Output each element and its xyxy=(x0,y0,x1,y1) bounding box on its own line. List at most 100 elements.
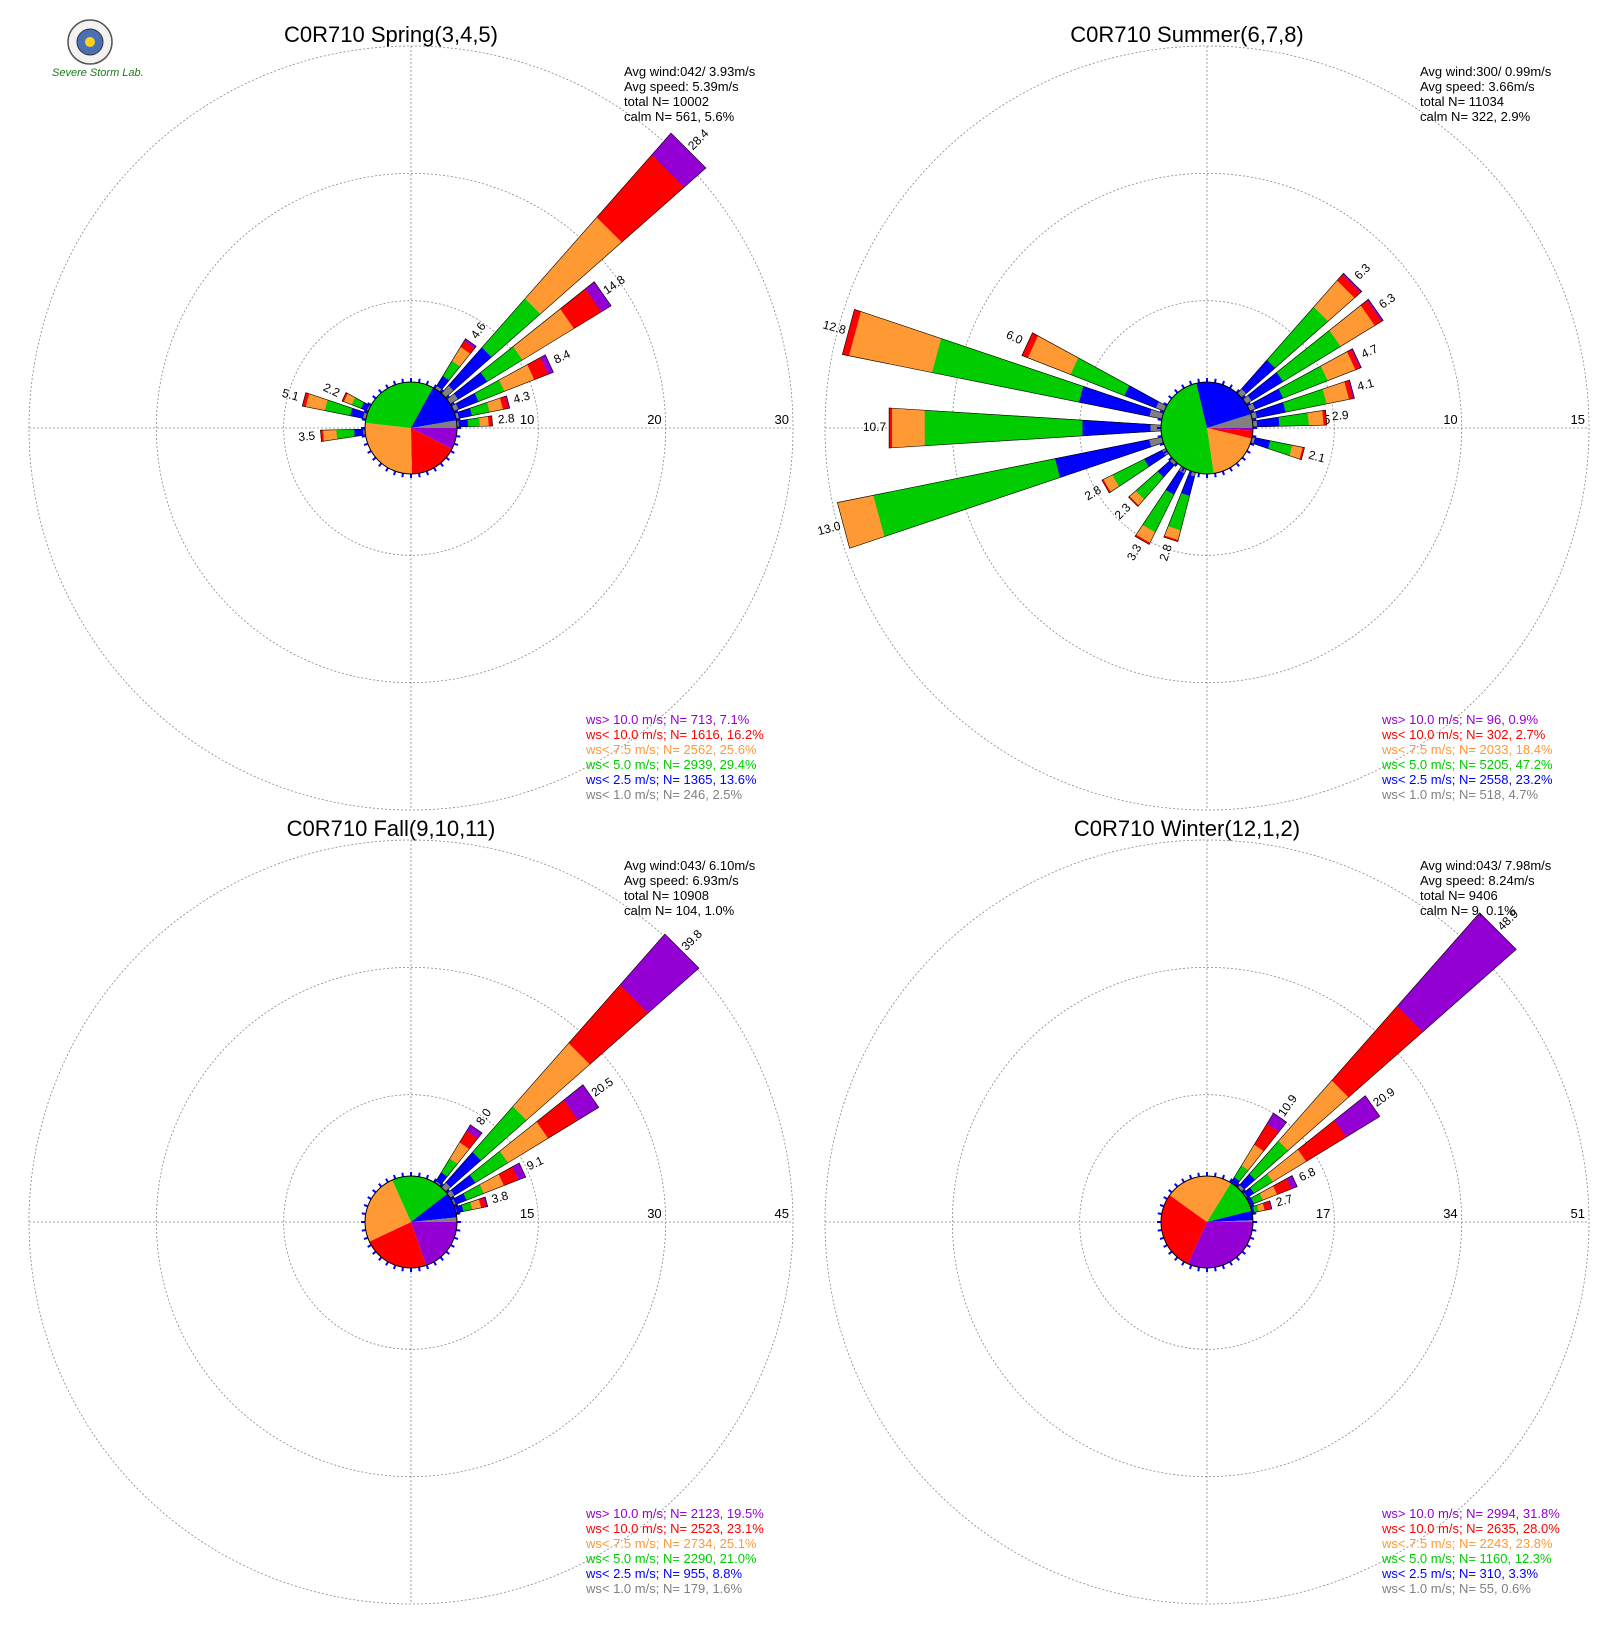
centre-tick xyxy=(439,462,444,467)
centre-tick xyxy=(1181,384,1185,389)
centre-tick xyxy=(433,1261,437,1266)
ring-label: 15 xyxy=(1571,412,1585,427)
centre-tick xyxy=(1168,395,1173,400)
centre-tick xyxy=(418,1172,421,1177)
centre-tick xyxy=(445,395,450,400)
stats-line: Avg speed: 8.24m/s xyxy=(1420,873,1535,888)
centre-tick xyxy=(1168,1250,1173,1255)
windrose-panel-3: 15 30 45 39.8 20.5 8.0 9.1 3.8 C0R710 Fall(9,10,… xyxy=(28,816,794,1605)
centre-tick xyxy=(1246,1196,1251,1200)
petal-label: 10.9 xyxy=(1275,1092,1300,1119)
centre-tick xyxy=(401,473,404,478)
centre-tick xyxy=(1163,450,1168,454)
centre-pie-outline xyxy=(364,381,458,475)
petal-label: 6.3 xyxy=(1376,290,1398,311)
centre-tick xyxy=(363,409,369,414)
centre-tick xyxy=(1157,418,1162,421)
stats-line: Avg speed: 3.66m/s xyxy=(1420,79,1535,94)
centre-pie-slice xyxy=(1207,428,1252,474)
lab-logo-text: Severe Storm Lab. xyxy=(52,67,144,79)
petal-label: 20.5 xyxy=(589,1074,616,1099)
centre-tick xyxy=(1235,462,1240,467)
centre-tick xyxy=(1221,470,1226,476)
centre-tick xyxy=(418,1267,421,1272)
ring-15 xyxy=(283,1094,539,1350)
legend-entry: ws> 10.0 m/s; N= 2123, 19.5% xyxy=(585,1506,764,1521)
centre-tick xyxy=(1252,418,1257,421)
centre-tick xyxy=(445,456,450,461)
centre-tick xyxy=(1229,467,1233,472)
centre-tick xyxy=(367,1244,372,1248)
centre-tick xyxy=(367,450,372,454)
centre-tick xyxy=(450,1196,455,1200)
legend-entry: ws< 2.5 m/s; N= 310, 3.3% xyxy=(1381,1566,1539,1581)
ring-label: 34 xyxy=(1443,1206,1457,1221)
petal-label: 8.0 xyxy=(473,1106,494,1128)
legend-entry: ws< 1.0 m/s; N= 246, 2.5% xyxy=(585,787,743,802)
centre-tick xyxy=(1214,1267,1217,1272)
centre-tick xyxy=(1246,450,1251,454)
centre-pie-slice xyxy=(411,1222,457,1266)
petal-label: 6.0 xyxy=(1004,327,1025,347)
centre-tick xyxy=(1221,380,1226,386)
centre-tick xyxy=(1157,435,1162,438)
legend-entry: ws< 10.0 m/s; N= 1616, 16.2% xyxy=(585,727,764,742)
centre-tick xyxy=(372,395,377,400)
ring-label: 30 xyxy=(775,412,789,427)
centre-tick xyxy=(1174,1183,1179,1188)
petal-segment xyxy=(1396,912,1517,1033)
petal-segment xyxy=(1331,1005,1424,1098)
centre-tick xyxy=(401,1267,404,1272)
petal-segment xyxy=(891,407,925,449)
stats-line: calm N= 322, 2.9% xyxy=(1420,109,1531,124)
centre-tick xyxy=(433,467,437,472)
centre-tick xyxy=(378,462,383,467)
centre-tick xyxy=(401,378,404,383)
ring-51 xyxy=(824,839,1590,1605)
legend-entry: ws< 2.5 m/s; N= 2558, 23.2% xyxy=(1381,772,1553,787)
ring-label: 5 xyxy=(1323,412,1330,427)
centre-tick xyxy=(418,378,421,383)
petal-label: 4.1 xyxy=(1356,376,1376,394)
centre-tick xyxy=(456,1229,461,1232)
petal-label: 12.8 xyxy=(821,318,847,338)
centre-tick xyxy=(1159,442,1165,447)
centre-pie-slice xyxy=(1207,428,1253,439)
legend-entry: ws< 7.5 m/s; N= 2734, 25.1% xyxy=(585,1536,757,1551)
stats-line: Avg speed: 6.93m/s xyxy=(624,873,739,888)
centre-tick xyxy=(1168,456,1173,461)
stats-line: Avg wind:042/ 3.93m/s xyxy=(624,64,756,79)
legend-entry: ws< 10.0 m/s; N= 2523, 23.1% xyxy=(585,1521,764,1536)
legend-entry: ws< 1.0 m/s; N= 179, 1.6% xyxy=(585,1581,743,1596)
centre-tick xyxy=(453,1236,459,1241)
centre-tick xyxy=(378,1183,383,1188)
legend-entry: ws< 7.5 m/s; N= 2033, 18.4% xyxy=(1381,742,1553,757)
petal-label: 6.3 xyxy=(1351,260,1373,282)
centre-tick xyxy=(439,389,444,394)
centre-tick xyxy=(425,470,430,476)
centre-tick xyxy=(372,1250,377,1255)
centre-tick xyxy=(1181,467,1185,472)
legend-entry: ws< 5.0 m/s; N= 1160, 12.3% xyxy=(1381,1551,1552,1566)
centre-pie-slice xyxy=(1160,383,1214,475)
centre-tick xyxy=(1235,389,1240,394)
centre-tick xyxy=(1241,1189,1246,1194)
centre-tick xyxy=(1159,1236,1165,1241)
centre-tick xyxy=(1241,395,1246,400)
petal-label: 28.4 xyxy=(685,126,712,153)
centre-pie-slice xyxy=(365,381,434,428)
stats-line: calm N= 9, 0.1% xyxy=(1420,903,1516,918)
centre-tick xyxy=(1249,442,1255,447)
petal-label: 2.8 xyxy=(497,411,515,426)
stats-line: calm N= 104, 1.0% xyxy=(624,903,735,918)
stats-line: Avg wind:300/ 0.99m/s xyxy=(1420,64,1552,79)
legend-entry: ws< 7.5 m/s; N= 2562, 25.6% xyxy=(585,742,757,757)
centre-tick xyxy=(1252,1212,1257,1215)
centre-tick xyxy=(372,1189,377,1194)
petal-label: 39.8 xyxy=(679,927,706,954)
centre-tick xyxy=(1235,1256,1240,1261)
centre-tick xyxy=(378,389,383,394)
petal-label: 2.7 xyxy=(1274,1191,1294,1209)
centre-tick xyxy=(433,1178,437,1183)
centre-tick xyxy=(363,442,369,447)
